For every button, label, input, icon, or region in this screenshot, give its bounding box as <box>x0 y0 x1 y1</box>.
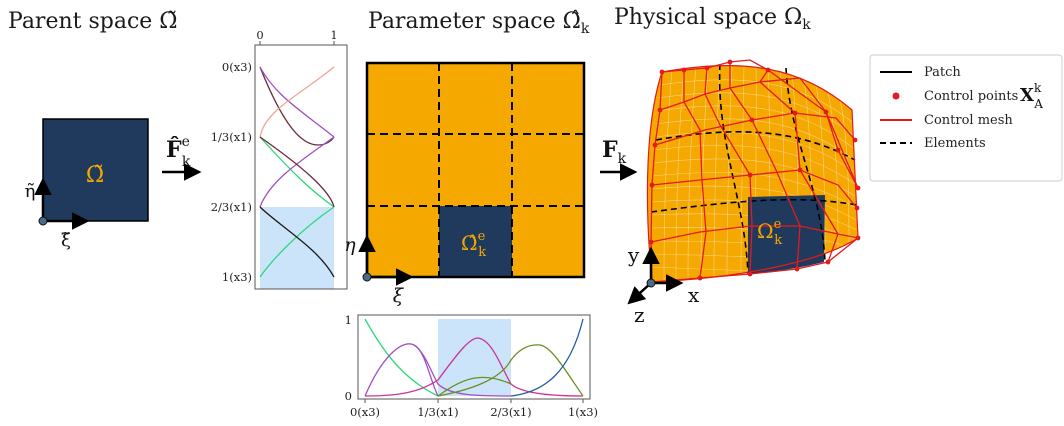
basis-v-curve-3 <box>259 136 335 208</box>
basis-v-curve-8 <box>259 206 335 278</box>
map-phys-label: Fk <box>602 137 627 167</box>
basis-h-x-tick-2: 2/3(x1) <box>490 405 531 419</box>
basis-h-frame <box>357 314 591 400</box>
parameter-element-highlight <box>439 206 512 277</box>
legend: Patch Control points Xk A Control mesh El… <box>869 54 1063 182</box>
parameter-space-title: Parameter space Ω̂k <box>368 9 590 37</box>
parameter-origin-dot <box>362 272 372 282</box>
basis-plot-vertical: 0 1 0(x3) 1/3(x1) 2/3(x1) 1(x3) <box>211 28 348 290</box>
physical-z-axis <box>627 282 652 305</box>
basis-h-highlight <box>438 319 511 396</box>
basis-v-top-tick-1: 1 <box>330 28 337 42</box>
physical-z-label: z <box>634 303 645 327</box>
basis-v-side-tick-2: 2/3(x1) <box>211 200 252 214</box>
basis-h-curve-7 <box>510 318 584 397</box>
parameter-xi-label: ξ <box>393 285 405 307</box>
legend-box <box>869 54 1063 182</box>
physical-control-mesh <box>650 59 859 283</box>
basis-v-curve-5 <box>259 136 335 208</box>
basis-h-curve-3 <box>413 344 512 397</box>
basis-v-frame <box>254 44 348 290</box>
basis-h-y-tick-1: 1 <box>345 313 352 327</box>
basis-v-side-tick-0: 0(x3) <box>222 60 252 74</box>
legend-patch-label: Patch <box>924 65 961 80</box>
legend-control-mesh-label: Control mesh <box>924 113 1013 128</box>
legend-control-points-symbol: Xk A <box>1020 81 1043 111</box>
physical-origin-dot <box>646 278 656 288</box>
parameter-to-physical-map: Fk <box>600 137 638 181</box>
basis-plot-horizontal: 1 0 0(x3) 1/3(x1) 2/3(x1) 1(x3) <box>345 313 598 419</box>
basis-v-top-tick-0: 0 <box>256 28 263 42</box>
basis-v-side-tick-1: 1/3(x1) <box>211 130 252 144</box>
physical-element-label: Ωe k <box>757 217 782 248</box>
parent-domain-square <box>42 118 149 222</box>
basis-h-curve-1 <box>364 318 439 397</box>
physical-space-title: Physical space Ωk <box>614 5 811 33</box>
basis-v-curve-7 <box>259 206 335 278</box>
basis-v-curve-1 <box>259 66 335 146</box>
basis-h-x-tick-0: 0(x3) <box>350 405 380 419</box>
basis-v-curve-6 <box>259 136 335 208</box>
parent-space-title: Parent space Ω̃ <box>8 9 178 34</box>
basis-v-curve-2 <box>259 66 335 138</box>
parameter-element-label: Ω̂e k <box>461 229 486 260</box>
basis-v-curve-4 <box>259 66 335 138</box>
physical-element-highlight <box>748 195 825 274</box>
legend-control-points-label: Control points <box>924 89 1018 104</box>
physical-patch-outline <box>646 65 859 283</box>
physical-fine-mesh <box>650 65 858 283</box>
parent-to-parameter-map: F̂e k <box>162 134 202 181</box>
parent-domain-label: Ω̃ <box>86 163 104 188</box>
parent-domain: Ω̃ ξ̃ η̃ <box>25 118 149 251</box>
parameter-eta-label: η <box>344 234 356 256</box>
parent-origin-dot <box>38 216 48 226</box>
parent-xi-label: ξ̃ <box>61 230 71 251</box>
basis-h-x-tick-1: 1/3(x1) <box>417 405 458 419</box>
legend-elements-label: Elements <box>924 136 986 151</box>
basis-h-curve-4 <box>364 337 584 397</box>
basis-v-highlight <box>260 207 334 289</box>
basis-v-side-tick-3: 1(x3) <box>222 270 252 284</box>
physical-y-label: y <box>627 243 640 267</box>
basis-h-y-tick-0: 0 <box>345 389 352 403</box>
parameter-domain: Ω̂e k ξ η <box>344 61 586 307</box>
legend-control-points-swatch <box>892 92 900 100</box>
physical-x-label: x <box>688 283 700 307</box>
basis-h-curve-5 <box>437 376 512 397</box>
physical-domain: Ωe k x y z <box>627 59 861 327</box>
parent-eta-label: η̃ <box>25 181 36 202</box>
basis-h-curve-6 <box>437 344 584 397</box>
basis-h-curve-2 <box>364 343 439 397</box>
basis-h-x-tick-3: 1(x3) <box>568 405 598 419</box>
parameter-patch-border <box>365 61 586 279</box>
map-param-label: F̂e k <box>166 134 191 170</box>
